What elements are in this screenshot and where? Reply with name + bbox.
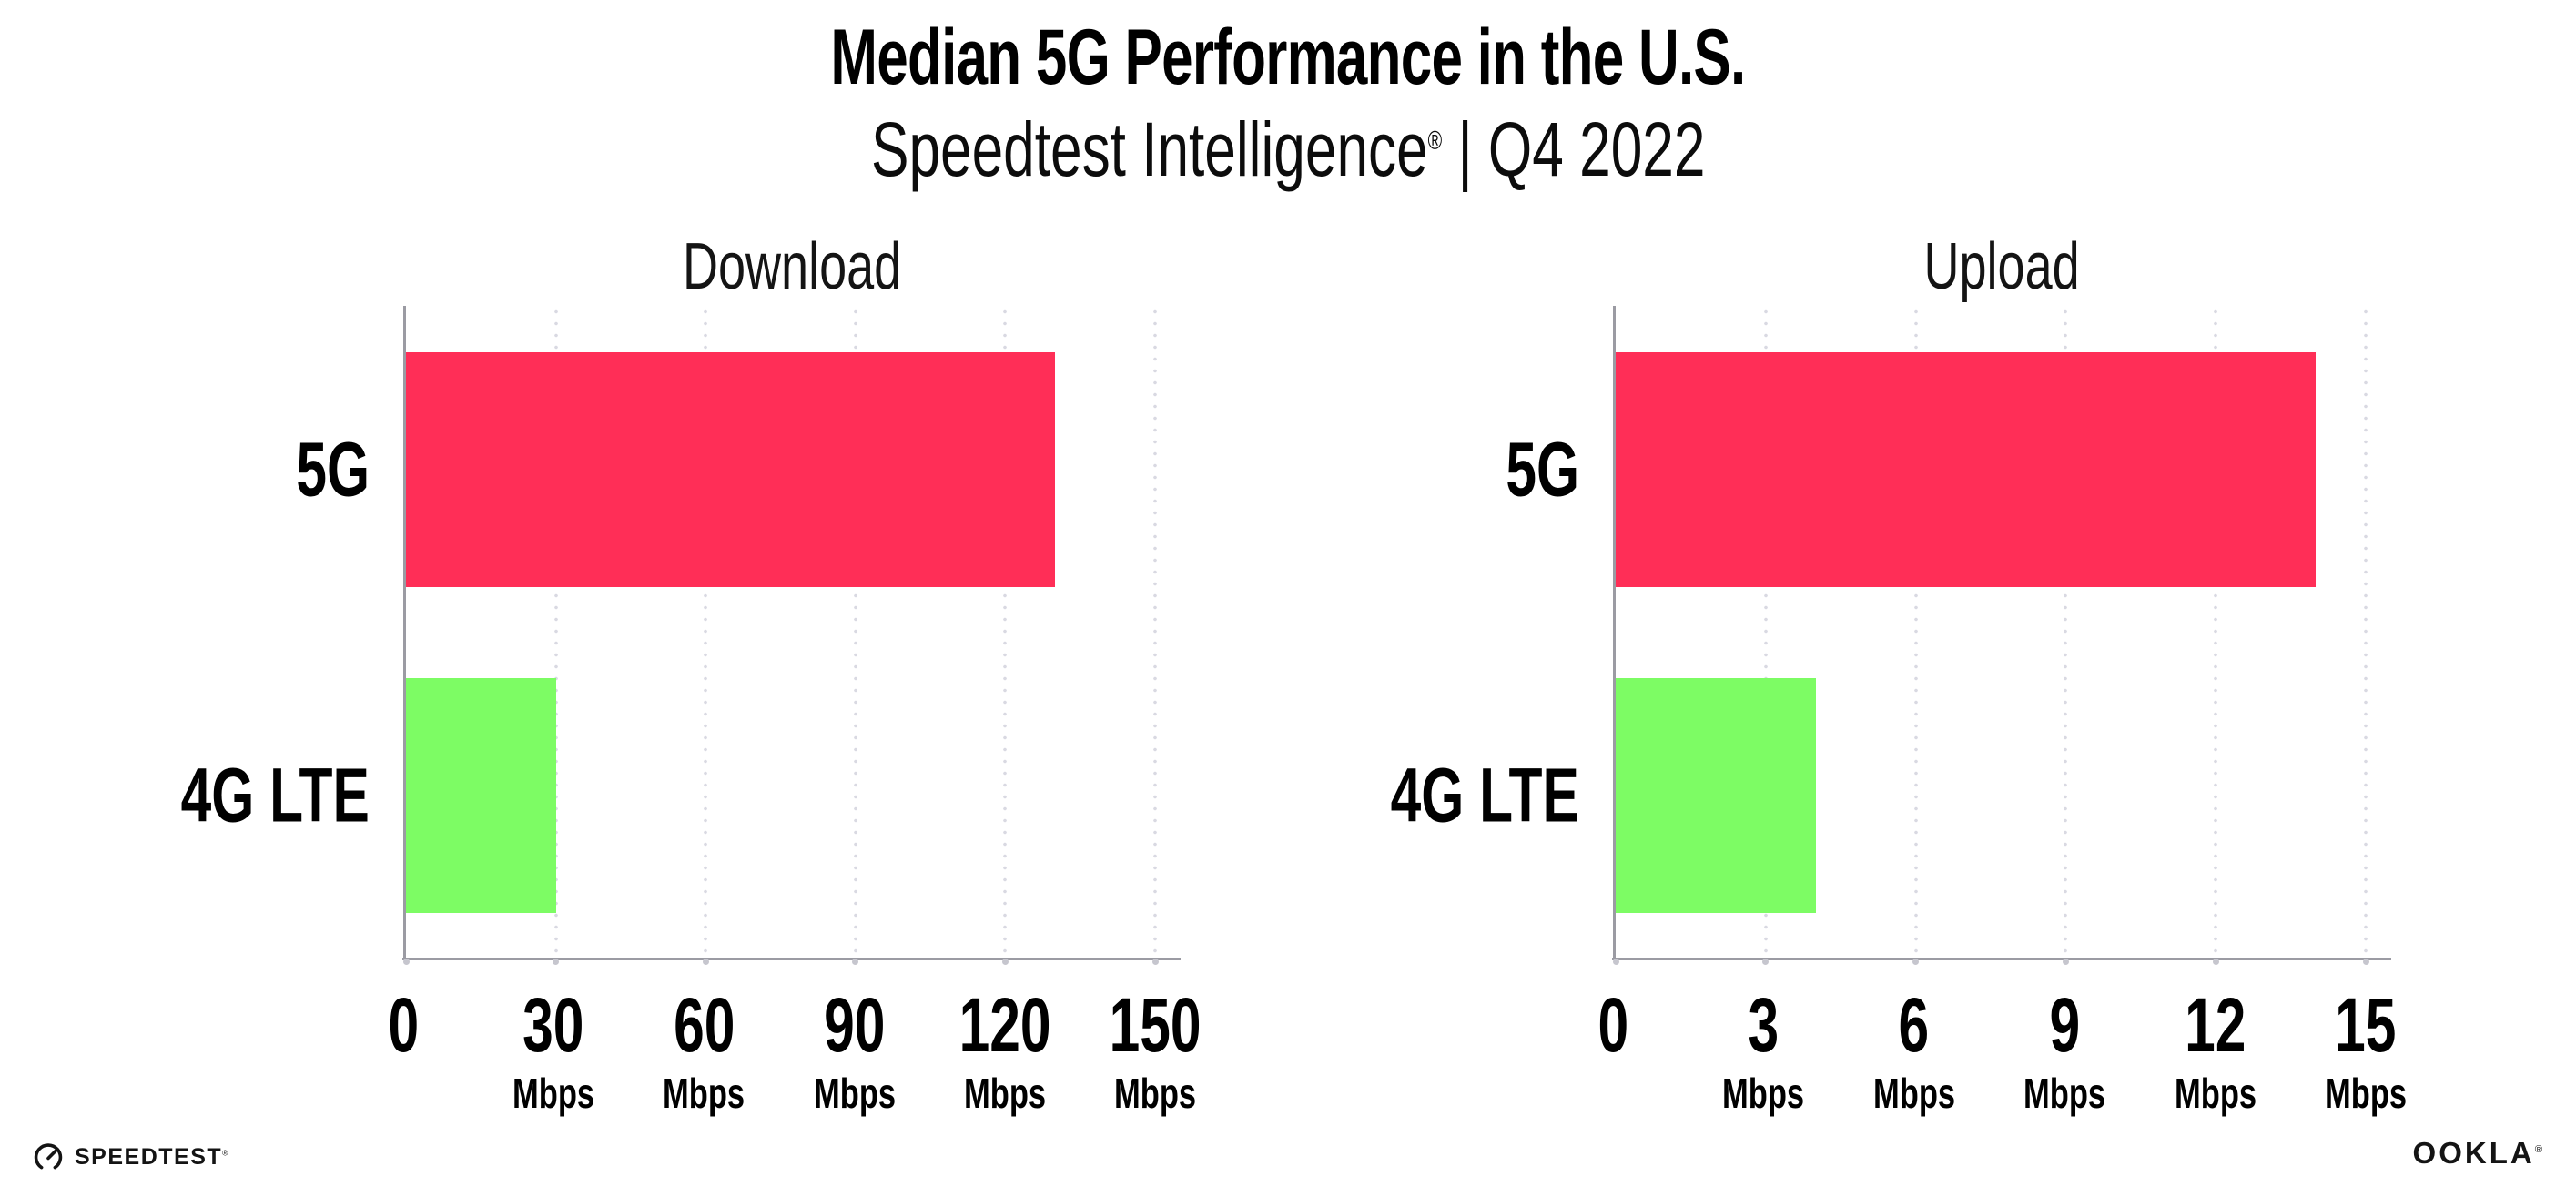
gridline [704, 306, 708, 958]
speedtest-registered-mark: ® [222, 1148, 229, 1158]
ookla-logo: OOKLA® [2413, 1138, 2545, 1168]
tick-value: 60 [673, 982, 735, 1068]
tick-value: 120 [958, 982, 1051, 1068]
tick-unit: Mbps [2174, 1070, 2257, 1117]
bar-5g [1616, 351, 2317, 587]
category-label-4g-lte: 4G LTE [180, 752, 370, 838]
x-axis-line [1612, 958, 2391, 960]
axis-tick-dot [1151, 959, 1159, 965]
chart-title-text: Upload [1923, 230, 2081, 303]
registered-mark: ® [1427, 127, 1443, 156]
page-title-text: Median 5G Performance in the U.S. [830, 14, 1746, 101]
chart-title-text: Download [682, 230, 902, 303]
gridline [853, 306, 857, 958]
axis-tick-dot [553, 959, 560, 965]
upload-plot-area: 5G 4G LTE [1391, 306, 2391, 965]
category-label-5g: 5G [1506, 426, 1579, 512]
x-tick: 15 Mbps [2247, 987, 2484, 1114]
x-tick: 90 Mbps [736, 987, 973, 1114]
axis-tick-dot [1762, 959, 1770, 965]
page-subtitle: Speedtest Intelligence® | Q4 2022 [0, 106, 2576, 194]
gridline [553, 306, 558, 958]
category-label-4g-lte: 4G LTE [1390, 752, 1579, 838]
ookla-registered-mark: ® [2534, 1144, 2545, 1155]
x-tick: 12 Mbps [2097, 987, 2334, 1114]
gridline [2214, 306, 2218, 958]
gridline [2364, 306, 2368, 958]
download-x-axis-ticks: 0 30 Mbps 60 Mbps 90 Mbps 120 Mbps 150 Mbps [388, 958, 1201, 1121]
gridline [1003, 306, 1008, 958]
tick-value: 30 [522, 982, 584, 1068]
ookla-label: OOKLA [2412, 1136, 2535, 1170]
tick-unit: Mbps [2324, 1070, 2408, 1117]
chart-title-download: Download [403, 229, 1181, 304]
bar-4g-lte [1616, 677, 1816, 913]
category-label-5g: 5G [296, 426, 370, 512]
tick-unit: Mbps [963, 1070, 1046, 1117]
x-tick: 0 [1495, 987, 1731, 1063]
tick-value: 12 [2184, 982, 2246, 1068]
x-tick: 150 Mbps [1037, 987, 1273, 1114]
axis-tick-dot [1001, 959, 1009, 965]
page-subtitle-text: Speedtest Intelligence® | Q4 2022 [871, 111, 1705, 188]
download-plot-area: 5G 4G LTE [181, 306, 1181, 965]
x-tick: 60 Mbps [585, 987, 822, 1114]
tick-value: 0 [388, 982, 419, 1068]
tick-unit: Mbps [512, 1070, 595, 1117]
chart-title-upload: Upload [1613, 229, 2391, 304]
subtitle-period: Q4 2022 [1487, 107, 1706, 192]
upload-x-axis-ticks: 0 3 Mbps 6 Mbps 9 Mbps 12 Mbps 15 Mbps [1597, 958, 2407, 1121]
tick-unit: Mbps [1722, 1070, 1805, 1117]
speedtest-logo: SPEEDTEST® [33, 1141, 229, 1172]
gridline [1763, 306, 1768, 958]
upload-chart: Upload 5G 4G LTE 0 3 Mbps 6 Mbps 9 Mbps 12 Mbps 15… [1391, 0, 2407, 1197]
x-axis-line [402, 958, 1181, 960]
subtitle-separator: | [1442, 107, 1488, 192]
tick-unit: Mbps [1872, 1070, 1955, 1117]
tick-value: 90 [823, 982, 886, 1068]
speedtest-label: SPEEDTEST [75, 1143, 223, 1170]
bar-5g [406, 351, 1056, 587]
page-title: Median 5G Performance in the U.S. [0, 13, 2576, 103]
gridline [2064, 306, 2068, 958]
axis-tick-dot [402, 959, 410, 965]
subtitle-brand: Speedtest Intelligence [870, 107, 1428, 192]
x-tick: 3 Mbps [1645, 987, 1881, 1114]
tick-value: 0 [1597, 982, 1628, 1068]
x-tick: 30 Mbps [435, 987, 672, 1114]
tick-value: 3 [1748, 982, 1780, 1068]
tick-unit: Mbps [813, 1070, 896, 1117]
axis-tick-dot [2212, 959, 2219, 965]
gridline [1153, 306, 1157, 958]
ookla-wordmark: OOKLA® [2413, 1136, 2545, 1170]
axis-tick-dot [1912, 959, 1920, 965]
x-tick: 6 Mbps [1796, 987, 2033, 1114]
axis-tick-dot [702, 959, 709, 965]
x-tick: 0 [285, 987, 522, 1063]
axis-tick-dot [852, 959, 859, 965]
tick-value: 150 [1109, 982, 1202, 1068]
axis-tick-dot [1612, 959, 1619, 965]
axis-tick-dot [2062, 959, 2069, 965]
speedtest-gauge-icon [34, 1143, 63, 1170]
tick-value: 9 [2049, 982, 2081, 1068]
tick-value: 6 [1898, 982, 1930, 1068]
x-tick: 120 Mbps [887, 987, 1123, 1114]
tick-unit: Mbps [1113, 1070, 1197, 1117]
gridline [1913, 306, 1918, 958]
x-tick: 9 Mbps [1946, 987, 2183, 1114]
download-chart: Download 5G 4G LTE 0 30 Mbps 60 Mbps 90 Mbps 120… [181, 0, 1202, 1197]
tick-unit: Mbps [2023, 1070, 2106, 1117]
speedtest-wordmark: SPEEDTEST® [75, 1143, 229, 1170]
tick-unit: Mbps [663, 1070, 745, 1117]
tick-value: 15 [2335, 982, 2397, 1068]
bar-4g-lte [406, 677, 556, 913]
axis-tick-dot [2362, 959, 2369, 965]
